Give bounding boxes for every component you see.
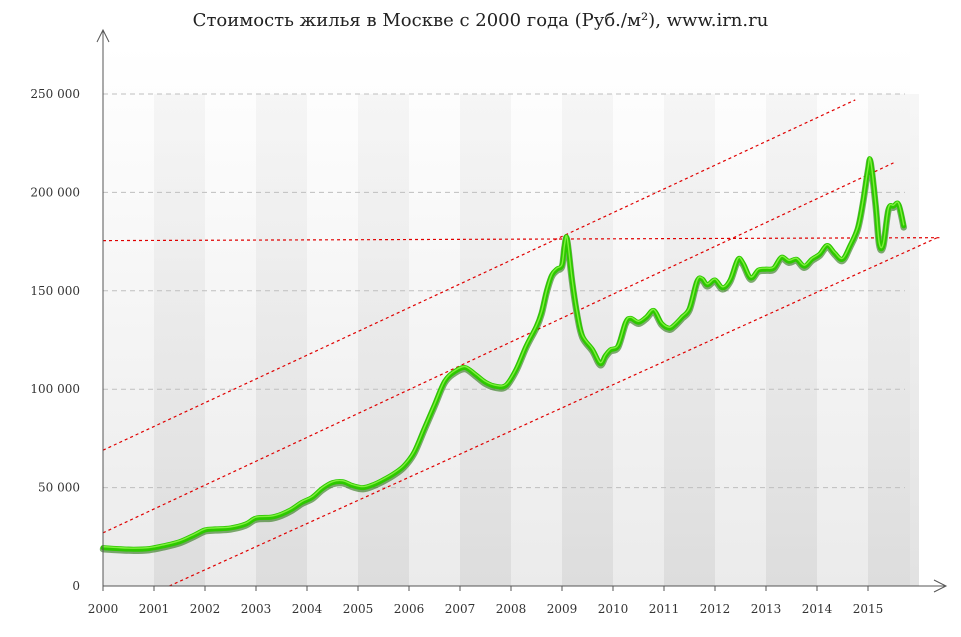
x-tick-labels: 2000 2001 2002 2003 2004 2005 2006 2007 2008 2009…	[88, 586, 884, 616]
x-tick-label-2007: 2007	[445, 602, 476, 616]
y-axis-arrow	[96, 28, 110, 43]
trend-line-0	[102, 99, 856, 451]
price-series	[99, 156, 907, 554]
x-tick-label-2006: 2006	[394, 602, 425, 616]
year-band-2005	[358, 94, 409, 586]
x-tick-label-2000: 2000	[88, 602, 119, 616]
x-tick-label-2003: 2003	[241, 602, 272, 616]
y-tick-label-2: 100 000	[30, 382, 80, 396]
x-tick-label-2004: 2004	[292, 602, 323, 616]
y-tick-label-3: 150 000	[30, 284, 80, 298]
x-tick-label-2010: 2010	[598, 602, 629, 616]
x-tick-label-2008: 2008	[496, 602, 527, 616]
year-band-2007	[460, 94, 511, 586]
y-tick-label-0: 0	[72, 579, 80, 593]
year-bands	[154, 94, 919, 586]
trend-line-3	[102, 237, 940, 242]
x-axis-arrow	[933, 579, 948, 593]
trend-lines	[102, 99, 940, 587]
x-tick-label-2002: 2002	[190, 602, 221, 616]
year-band-2001	[154, 94, 205, 586]
axes	[96, 28, 948, 593]
y-tick-labels: 0 50 000 100 000 150 000 200 000 250 000	[30, 87, 80, 593]
trend-line-1	[102, 162, 894, 534]
x-tick-label-2014: 2014	[802, 602, 833, 616]
y-tick-label-4: 200 000	[30, 185, 80, 199]
x-tick-label-2001: 2001	[139, 602, 170, 616]
trend-line-2	[169, 236, 940, 587]
x-tick-label-2012: 2012	[700, 602, 731, 616]
x-tick-label-2013: 2013	[751, 602, 782, 616]
year-band-2011	[664, 94, 715, 586]
y-tick-label-5: 250 000	[30, 87, 80, 101]
series-highlight-0	[102, 156, 905, 549]
x-tick-label-2005: 2005	[343, 602, 374, 616]
y-tick-label-1: 50 000	[38, 481, 80, 495]
year-band-2015	[868, 94, 919, 586]
x-tick-label-2009: 2009	[547, 602, 578, 616]
chart-title: Стоимость жилья в Москве с 2000 года (Ру…	[192, 10, 769, 31]
x-tick-label-2011: 2011	[649, 602, 680, 616]
year-band-2013	[766, 94, 817, 586]
x-tick-label-2015: 2015	[853, 602, 884, 616]
